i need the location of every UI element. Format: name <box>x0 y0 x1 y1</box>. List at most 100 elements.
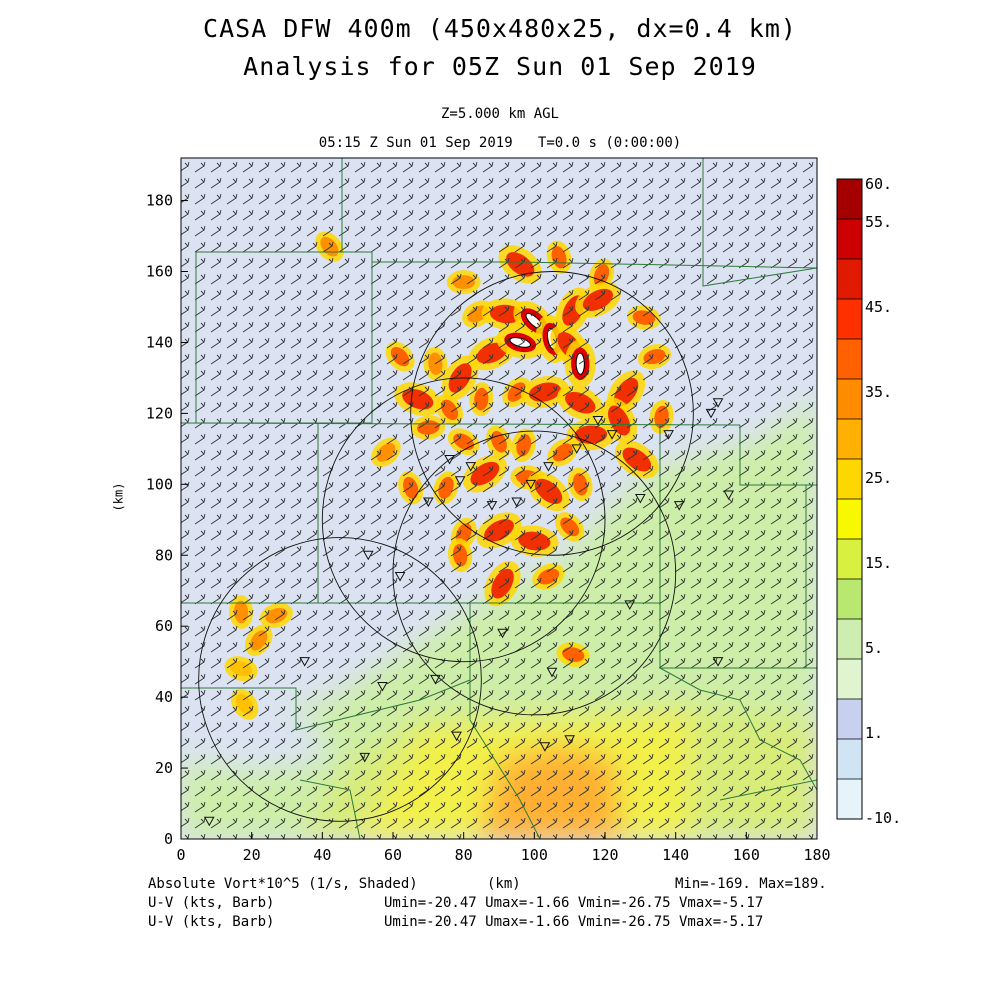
site-marker <box>465 462 477 472</box>
colorbar-band <box>837 179 862 220</box>
site-marker <box>454 476 466 486</box>
colorbar-label: 5. <box>865 639 883 657</box>
x-axis: 0 20 40 60 80 100 120 140 160 180 <box>176 832 831 864</box>
site-marker <box>539 742 551 752</box>
x-tick-label: 120 <box>591 846 618 864</box>
site-marker <box>497 628 508 639</box>
range-ring <box>410 271 694 556</box>
colorbar-label: 45. <box>865 298 892 316</box>
site-marker <box>564 735 576 745</box>
y-tick-label: 40 <box>155 688 173 706</box>
site-marker <box>451 731 462 742</box>
site-marker <box>486 501 498 511</box>
chart-title: CASA DFW 400m (450x480x25, dx=0.4 km) <box>203 14 797 43</box>
site-marker <box>712 657 724 667</box>
colorbar-label: -10. <box>865 809 901 827</box>
colorbar-band <box>837 459 862 500</box>
site-marker <box>377 681 388 692</box>
site-marker <box>422 497 434 508</box>
site-marker <box>362 550 374 561</box>
site-marker <box>394 572 406 582</box>
x-tick-label: 180 <box>803 846 830 864</box>
plot-frame <box>180 157 818 840</box>
site-marker <box>444 454 455 465</box>
level-label: Z=5.000 km AGL <box>440 106 559 122</box>
site-marker <box>430 674 441 685</box>
county-boundaries <box>181 158 817 839</box>
x-tick-label: 100 <box>521 846 548 864</box>
x-tick-label: 60 <box>384 846 402 864</box>
site-marker <box>543 462 554 472</box>
y-tick-label: 80 <box>155 546 173 564</box>
x-tick-label: 160 <box>733 846 760 864</box>
colorbar-label: 1. <box>865 724 883 742</box>
y-tick-label: 180 <box>146 192 173 210</box>
site-marker <box>663 430 674 440</box>
colorbar-band <box>837 499 862 540</box>
chart-subtitle: Analysis for 05Z Sun 01 Sep 2019 <box>243 52 757 81</box>
colorbar-band <box>837 779 862 820</box>
y-tick-label: 120 <box>146 404 173 422</box>
radar-range-rings <box>198 271 694 822</box>
colorbar-band <box>837 659 862 700</box>
site-marker <box>624 600 636 610</box>
plot-area <box>181 158 817 839</box>
wind-barbs <box>181 158 817 839</box>
site-marker <box>203 816 215 827</box>
site-marker <box>511 497 523 508</box>
site-marker <box>606 430 618 440</box>
site-marker <box>712 398 724 408</box>
site-marker <box>723 490 735 500</box>
site-marker <box>592 415 604 426</box>
min-max-label: Min=-169. Max=189. <box>675 876 827 892</box>
colorbar-band <box>837 739 862 780</box>
range-ring <box>321 377 606 663</box>
colorbar-band <box>837 259 862 300</box>
x-axis-label: (km) <box>487 876 521 892</box>
x-tick-label: 40 <box>313 846 331 864</box>
colorbar-label: 35. <box>865 383 892 401</box>
radar-sites <box>203 398 735 827</box>
y-tick-label: 100 <box>146 475 173 493</box>
colorbar-band <box>837 219 862 260</box>
colorbar-band <box>837 619 862 660</box>
x-tick-label: 20 <box>243 846 261 864</box>
colorbar-label: 25. <box>865 469 892 487</box>
field-label: Absolute Vort*10^5 (1/s, Shaded) <box>148 876 418 892</box>
colorbar-label: 55. <box>865 213 892 231</box>
time-label: 05:15 Z Sun 01 Sep 2019 T=0.0 s (0:00:00… <box>318 135 682 151</box>
y-tick-label: 140 <box>146 333 173 351</box>
y-axis: 0 20 40 60 80 100 120 140 160 180 <box>146 192 188 848</box>
vector-label-2: U-V (kts, Barb) <box>148 914 275 930</box>
site-marker <box>571 444 583 454</box>
y-tick-label: 0 <box>164 830 173 848</box>
x-tick-label: 80 <box>455 846 473 864</box>
colorbar-band <box>837 379 862 420</box>
colorbar-band <box>837 699 862 740</box>
y-tick-label: 60 <box>155 617 173 635</box>
vector-stats-2: Umin=-20.47 Umax=-1.66 Vmin=-26.75 Vmax=… <box>384 914 764 930</box>
site-marker <box>705 408 717 419</box>
site-marker <box>546 667 558 678</box>
site-marker <box>359 752 371 763</box>
range-ring <box>198 537 482 822</box>
site-marker <box>525 479 537 490</box>
colorbar-label: 15. <box>865 554 892 572</box>
colorbar-label: 60. <box>865 175 892 193</box>
x-tick-label: 140 <box>662 846 689 864</box>
y-tick-label: 160 <box>146 263 173 281</box>
site-marker <box>299 657 311 667</box>
colorbar-band <box>837 539 862 580</box>
colorbar-band <box>837 579 862 620</box>
vector-stats-1: Umin=-20.47 Umax=-1.66 Vmin=-26.75 Vmax=… <box>384 895 764 911</box>
y-tick-label: 20 <box>155 759 173 777</box>
colorbar-band <box>837 419 862 460</box>
vector-label-1: U-V (kts, Barb) <box>148 895 275 911</box>
colorbar: 60. 55. 45. 35. 25. 15. 5. 1. -10. <box>836 175 901 827</box>
colorbar-band <box>837 299 862 340</box>
site-marker <box>673 501 685 511</box>
x-tick-label: 0 <box>176 846 185 864</box>
range-ring <box>392 430 677 716</box>
colorbar-band <box>837 339 862 380</box>
